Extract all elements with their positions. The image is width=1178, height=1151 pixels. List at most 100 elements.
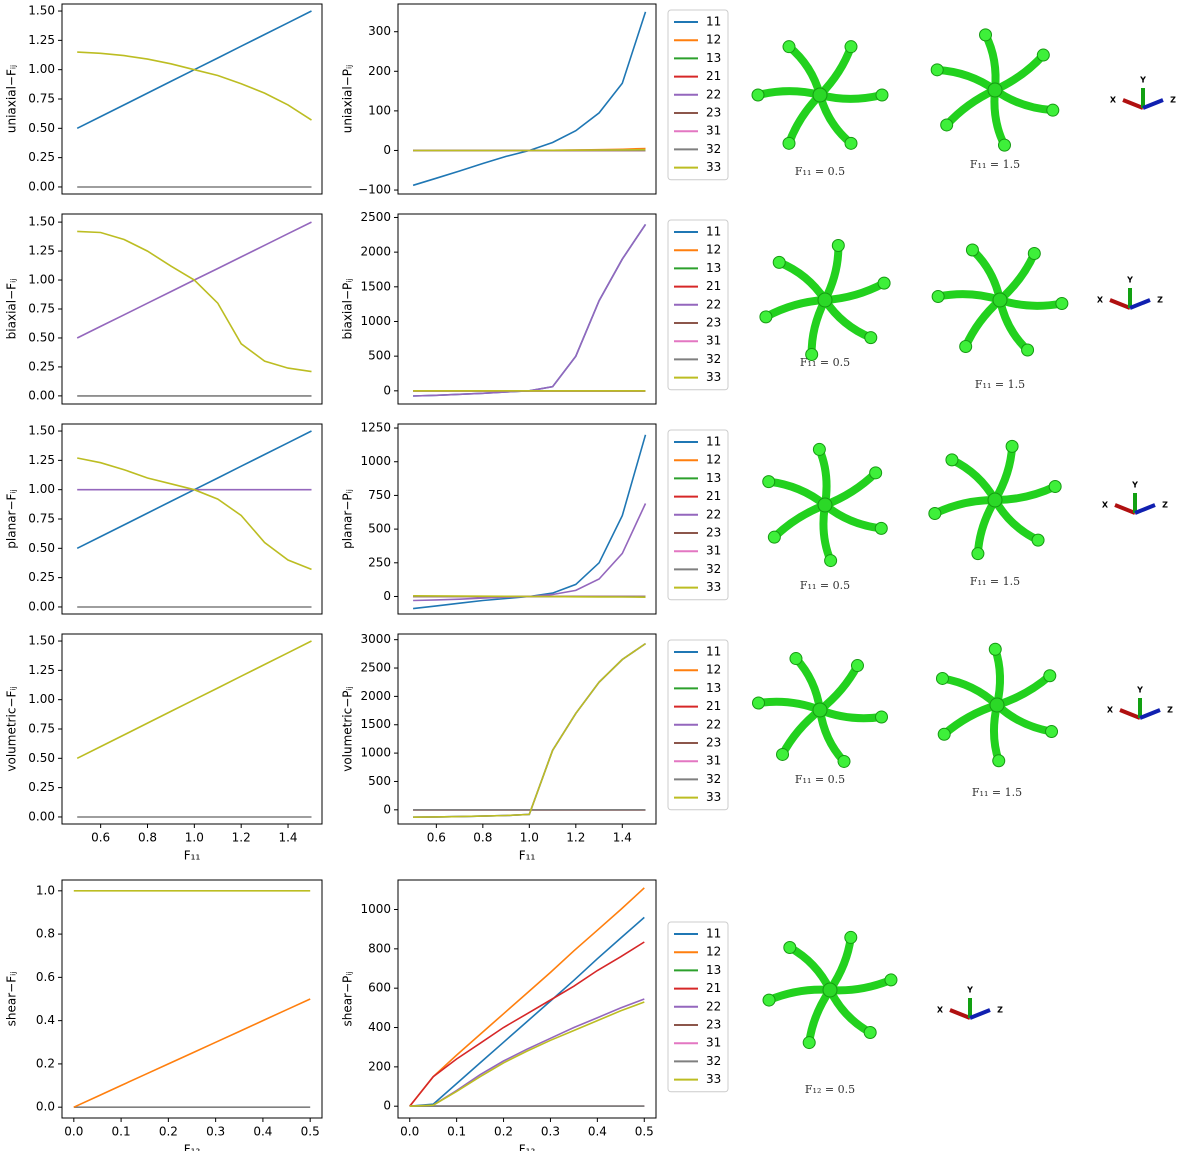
- strut-cap: [972, 548, 984, 560]
- axes-frame: [62, 214, 322, 404]
- strut-cap: [1022, 344, 1034, 356]
- x-arrow: [950, 1010, 970, 1018]
- strut: [995, 90, 1053, 110]
- legend-label: 22: [706, 507, 721, 521]
- y-tick-label: 1.25: [28, 663, 55, 677]
- strut: [809, 990, 830, 1043]
- x-tick-label: 0.5: [301, 1125, 320, 1139]
- strut: [812, 300, 825, 354]
- x-tick-label: 0.1: [112, 1125, 131, 1139]
- y-tick-label: 1.50: [28, 215, 55, 229]
- y-tick-label: 1.00: [28, 273, 55, 287]
- lattice-render: [931, 29, 1059, 151]
- data-line: [77, 641, 311, 758]
- strut: [830, 990, 870, 1032]
- legend-label: 21: [706, 699, 721, 713]
- x-tick-label: 0.8: [138, 831, 157, 845]
- strut-cap: [773, 256, 785, 268]
- y-tick-label: 500: [368, 522, 391, 536]
- legend-label: 11: [706, 225, 721, 239]
- y-tick-label: 1.50: [28, 4, 55, 18]
- data-line: [413, 644, 645, 818]
- render-label: F₁₁ = 0.5: [795, 165, 845, 178]
- strut-cap: [803, 1037, 815, 1049]
- y-tick-label: 1.00: [28, 62, 55, 76]
- y-tick-label: 1.50: [28, 634, 55, 648]
- legend-label: 11: [706, 645, 721, 659]
- strut-cap: [1032, 534, 1044, 546]
- data-line: [413, 150, 645, 151]
- y-tick-label: 0.8: [36, 927, 55, 941]
- axes-frame: [398, 4, 656, 194]
- strut: [966, 300, 1000, 346]
- legend-label: 32: [706, 772, 721, 786]
- strut-cap: [1047, 104, 1059, 116]
- y-tick-label: 1250: [360, 421, 391, 435]
- strut: [774, 505, 825, 537]
- x-axis-label: F₁₁: [184, 849, 201, 863]
- data-line: [413, 435, 645, 609]
- legend-label: 23: [706, 736, 721, 750]
- strut: [1000, 300, 1062, 306]
- strut: [937, 70, 995, 90]
- x-tick-label: 1.4: [613, 831, 632, 845]
- legend-label: 33: [706, 580, 721, 594]
- axis-triad-label: X: [1102, 501, 1109, 510]
- strut: [944, 705, 997, 734]
- render-label: F₁₁ = 1.5: [975, 378, 1025, 391]
- legend-label: 21: [706, 489, 721, 503]
- y-tick-label: 0.0: [36, 1100, 55, 1114]
- strut-cap: [1037, 49, 1049, 61]
- strut-cap: [876, 711, 888, 723]
- strut-cap: [777, 748, 789, 760]
- render-label: F₁₂ = 0.5: [805, 1083, 855, 1096]
- y-tick-label: 500: [368, 774, 391, 788]
- strut: [825, 246, 838, 300]
- x-arrow: [1115, 505, 1135, 513]
- data-line: [413, 504, 645, 601]
- data-line: [413, 644, 645, 818]
- y-tick-label: 0.00: [28, 599, 55, 613]
- axis-triad: XYZ: [1110, 76, 1176, 109]
- legend-label: 32: [706, 1054, 721, 1068]
- x-tick-label: 0.4: [588, 1125, 607, 1139]
- y-tick-label: 800: [368, 941, 391, 955]
- x-axis-label: F₁₂: [184, 1143, 201, 1151]
- y-axis-label: biaxial−Pᵢⱼ: [341, 279, 355, 340]
- strut-cap: [783, 41, 795, 53]
- y-tick-label: 1.0: [36, 883, 55, 897]
- strut: [995, 55, 1043, 90]
- strut-cap: [763, 994, 775, 1006]
- strut-cap: [752, 697, 764, 709]
- axis-triad: XYZ: [937, 986, 1003, 1019]
- strut-cap: [885, 974, 897, 986]
- axis-triad-label: Y: [1136, 686, 1143, 695]
- y-tick-label: −100: [358, 183, 391, 197]
- x-tick-label: 0.2: [159, 1125, 178, 1139]
- strut: [1000, 254, 1034, 300]
- data-line: [77, 458, 311, 569]
- strut-cap: [813, 443, 825, 455]
- y-tick-label: 0.00: [28, 179, 55, 193]
- lattice-render: [760, 240, 890, 361]
- legend-label: 31: [706, 754, 721, 768]
- render-label: F₁₁ = 1.5: [970, 158, 1020, 171]
- axis-triad: XYZ: [1097, 276, 1163, 309]
- strut: [997, 705, 1052, 732]
- legend-label: 33: [706, 370, 721, 384]
- strut-cap: [941, 119, 953, 131]
- node: [990, 698, 1004, 712]
- y-tick-label: 0.6: [36, 970, 55, 984]
- strut-cap: [946, 454, 958, 466]
- axes-frame: [62, 4, 322, 194]
- axes-frame: [398, 634, 656, 824]
- data-line: [413, 12, 645, 185]
- y-axis-label: shear−Fᵢⱼ: [5, 972, 19, 1027]
- y-tick-label: 1.25: [28, 453, 55, 467]
- lattice-render: [752, 653, 887, 768]
- lattice-render: [752, 41, 888, 150]
- legend-label: 32: [706, 142, 721, 156]
- legend-label: 23: [706, 526, 721, 540]
- y-tick-label: 1.25: [28, 244, 55, 258]
- y-axis-label: planar−Fᵢⱼ: [5, 489, 19, 548]
